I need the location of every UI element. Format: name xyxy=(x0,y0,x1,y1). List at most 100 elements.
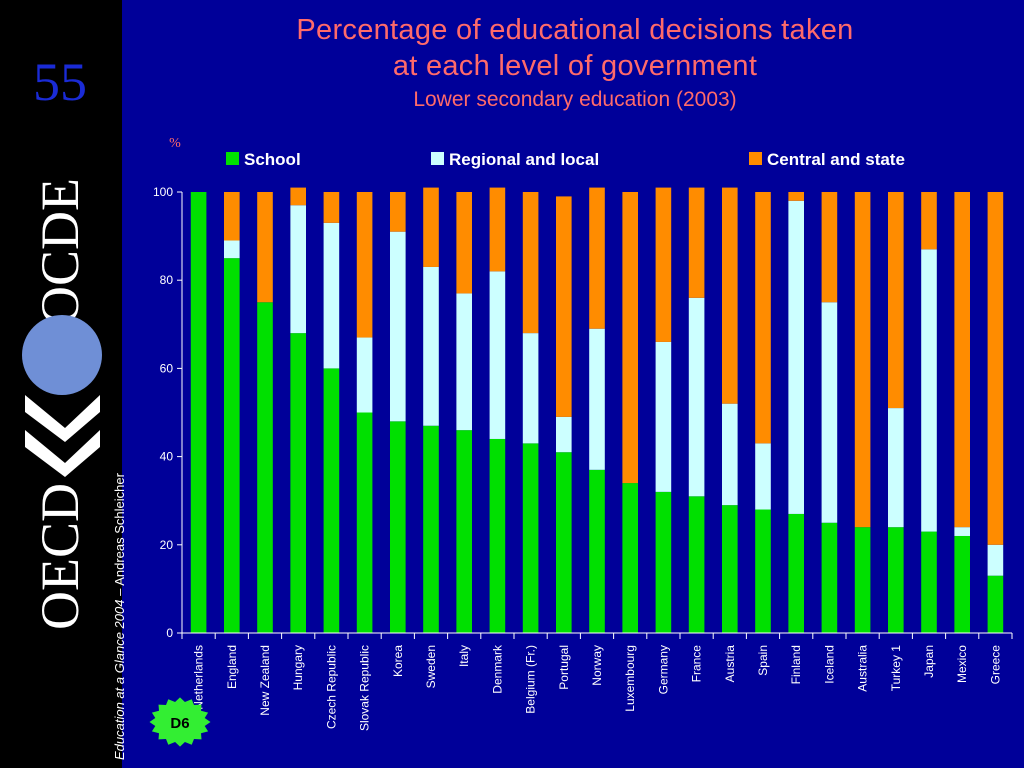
bar-group-greece xyxy=(987,192,1004,633)
bar-segment-school xyxy=(821,522,838,633)
bar-group-france xyxy=(688,187,705,633)
bar-segment-central xyxy=(788,192,805,201)
x-category-label: England xyxy=(225,645,239,689)
bar-segment-regional xyxy=(223,240,240,259)
bar-group-japan xyxy=(921,192,937,633)
bar-segment-school xyxy=(954,535,971,633)
bar-segment-regional xyxy=(987,544,1004,576)
bar-segment-school xyxy=(721,505,738,633)
bar-segment-regional xyxy=(688,297,705,497)
logo-text-ocde: OCDE xyxy=(30,178,90,325)
y-tick-label: 20 xyxy=(160,538,174,552)
chart-subtitle: Lower secondary education (2003) xyxy=(413,88,737,111)
bar-group-australia xyxy=(854,192,871,633)
x-category-label: Mexico xyxy=(955,645,969,683)
x-category-label: Italy xyxy=(457,645,471,667)
x-category-label: Luxembourg xyxy=(623,645,637,712)
bar-segment-central xyxy=(389,192,406,232)
bar-group-turkey-1 xyxy=(887,192,904,633)
bar-segment-school xyxy=(655,491,672,633)
x-category-label: Belgium (Fr.) xyxy=(524,645,538,714)
y-axis: 0 20 40 60 80 100 xyxy=(153,185,183,640)
bar-segment-central xyxy=(721,187,738,404)
bar-segment-school xyxy=(622,483,639,633)
bar-segment-school xyxy=(755,509,771,633)
bar-segment-central xyxy=(921,192,937,250)
bar-segment-school xyxy=(257,302,273,633)
x-category-label: Iceland xyxy=(822,645,836,684)
sidebar: 55 OECD OCDE xyxy=(0,0,122,768)
bar-group-belgium-fr- xyxy=(522,192,539,633)
x-category-label: Germany xyxy=(656,645,670,694)
bar-group-slovak-republic xyxy=(356,192,373,633)
bar-segment-regional xyxy=(356,337,373,413)
bar-segment-regional xyxy=(788,200,805,514)
bar-group-mexico xyxy=(954,192,971,633)
title-block: Percentage of educational decisions take… xyxy=(130,12,1020,114)
logo-chevron-icon xyxy=(25,395,100,442)
bar-segment-central xyxy=(489,187,506,272)
chart-area: School Regional and local Central and stat… xyxy=(122,126,1022,766)
logo-chevron-icon-2 xyxy=(25,430,100,477)
bar-segment-school xyxy=(423,425,439,633)
x-category-label: Japan xyxy=(922,645,936,678)
bar-group-new-zealand xyxy=(257,192,273,633)
legend-label: Regional and local xyxy=(449,150,599,169)
chart-title-line-1: Percentage of educational decisions take… xyxy=(296,14,854,46)
y-tick-label: 100 xyxy=(153,185,173,199)
bar-group-sweden xyxy=(423,187,439,633)
x-category-label: Denmark xyxy=(490,644,504,694)
legend-label: Central and state xyxy=(767,150,905,169)
bar-group-italy xyxy=(456,192,473,633)
bar-segment-central xyxy=(954,192,971,528)
bar-segment-regional xyxy=(290,205,307,334)
bar-segment-central xyxy=(522,192,539,334)
bar-segment-regional xyxy=(921,249,937,532)
bar-segment-school xyxy=(223,258,240,633)
x-category-label: Australia xyxy=(856,645,870,692)
bar-segment-central xyxy=(356,192,373,338)
legend: School Regional and local Central and stat… xyxy=(226,150,905,169)
bar-segment-school xyxy=(555,452,572,633)
y-tick-label: 80 xyxy=(160,273,174,287)
bar-group-luxembourg xyxy=(622,192,639,633)
bar-group-denmark xyxy=(489,187,506,633)
bar-segment-regional xyxy=(887,408,904,528)
bar-segment-regional xyxy=(555,416,572,453)
bar-group-england xyxy=(223,192,240,633)
x-category-label: Sweden xyxy=(424,645,438,688)
bar-segment-central xyxy=(854,192,871,528)
bar-group-portugal xyxy=(555,196,572,633)
bar-segment-central xyxy=(589,187,605,329)
x-category-label: Norway xyxy=(590,645,604,686)
bar-segment-central xyxy=(755,192,771,444)
bar-segment-school xyxy=(190,192,207,633)
bar-segment-school xyxy=(854,527,871,633)
bar-group-austria xyxy=(721,187,738,633)
x-category-label: Hungary xyxy=(291,645,305,690)
bar-segment-central xyxy=(257,192,273,303)
bar-segment-central xyxy=(290,187,307,206)
bar-segment-central xyxy=(323,192,340,223)
bar-segment-regional xyxy=(522,333,539,444)
x-category-label: Netherlands xyxy=(192,645,206,710)
bar-segment-school xyxy=(323,368,340,633)
bar-segment-school xyxy=(921,531,937,633)
legend-swatch xyxy=(431,152,444,165)
bar-segment-central xyxy=(821,192,838,303)
legend-label: School xyxy=(244,150,301,169)
bar-segment-regional xyxy=(389,231,406,422)
bar-segment-school xyxy=(522,443,539,633)
bar-segment-school xyxy=(489,438,506,633)
bar-segment-regional xyxy=(456,293,473,431)
y-tick-label: 0 xyxy=(166,626,173,640)
stacked-bar-chart: School Regional and local Central and stat… xyxy=(149,136,1013,747)
logo-circle-icon xyxy=(22,315,102,395)
bar-segment-school xyxy=(987,575,1004,633)
bar-segment-central xyxy=(655,187,672,342)
bar-group-norway xyxy=(589,187,605,633)
d6-badge: D6 xyxy=(149,697,211,747)
chart-title-line-2: at each level of government xyxy=(392,50,758,82)
bar-segment-regional xyxy=(655,341,672,492)
bar-group-spain xyxy=(755,192,771,633)
